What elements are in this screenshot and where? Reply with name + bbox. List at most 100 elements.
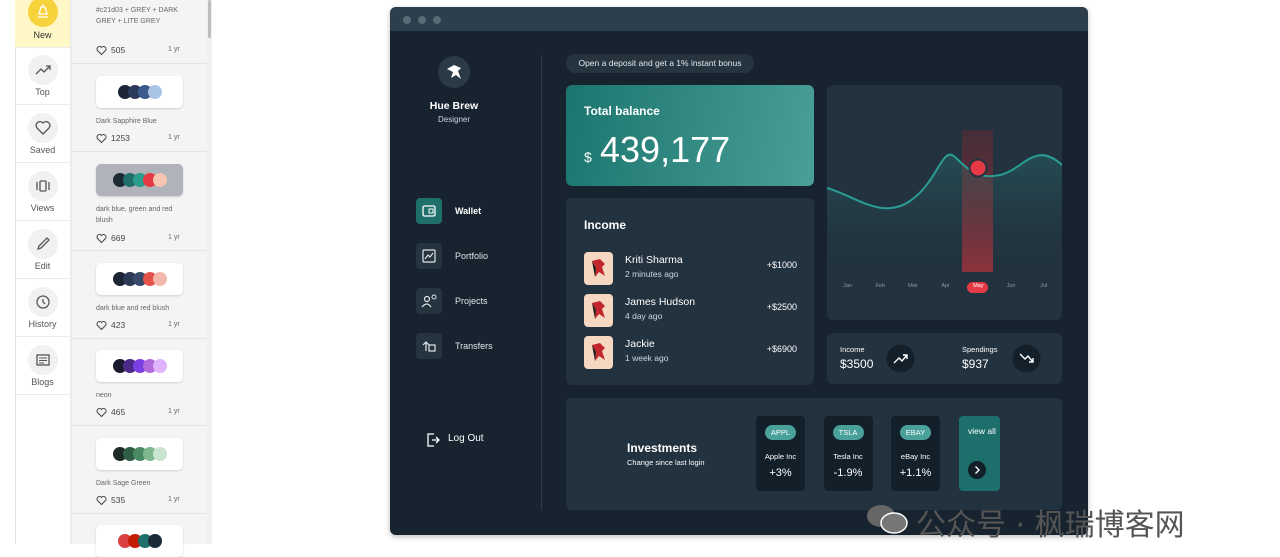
nav-icon [28, 0, 58, 27]
icon-shape [428, 344, 436, 352]
icon-shape [35, 65, 51, 75]
icon-shape [36, 354, 50, 366]
logout-icon[interactable] [425, 432, 441, 448]
palette-swatch[interactable] [96, 263, 183, 295]
nav-item[interactable]: Top [15, 47, 70, 105]
menu-icon[interactable] [416, 198, 442, 224]
like-count: 535 [111, 495, 126, 505]
icon-shape [886, 344, 915, 373]
view-all[interactable]: view all [968, 426, 996, 436]
nav-item[interactable]: Views [15, 163, 70, 221]
icon [36, 237, 50, 251]
icon-shape [1012, 344, 1041, 373]
summary-amount: $3500 [840, 357, 874, 371]
nav-item[interactable]: Blogs [15, 337, 70, 395]
menu-item[interactable]: Projects [455, 296, 488, 306]
menu-icon[interactable] [416, 333, 442, 359]
divider [15, 0, 16, 544]
menu-icon[interactable] [416, 243, 442, 269]
color-dot [147, 85, 162, 99]
screen: New Top Saved Views Edit History Blogs #c21d03… [15, 0, 1185, 548]
window-dot[interactable] [433, 16, 441, 24]
transfers-icon [422, 341, 436, 352]
logo-shape [447, 65, 461, 79]
title-bar [390, 7, 1088, 31]
heart-icon [96, 321, 107, 331]
avatar-icon [592, 343, 605, 361]
nav-label[interactable]: Edit [34, 261, 51, 271]
separator [72, 425, 207, 426]
banner[interactable]: Open a deposit and get a 1% instant bonu… [566, 54, 754, 73]
chart-dot[interactable] [968, 158, 988, 178]
avatar [584, 252, 613, 285]
icon-shape [421, 303, 432, 308]
separator [72, 250, 207, 251]
icon-shape [96, 496, 107, 506]
avatar-icon [592, 259, 605, 277]
ticker: TSLA [832, 425, 864, 440]
icon-shape [592, 343, 605, 361]
nav-label[interactable]: Top [35, 87, 50, 97]
color-dot [152, 447, 167, 461]
divider [70, 0, 72, 544]
month-label: Jul [1040, 283, 1048, 289]
nav-item[interactable]: Saved [15, 105, 70, 163]
nav-item[interactable]: Edit [15, 221, 70, 279]
entry-time: 1 week ago [625, 353, 669, 363]
nav-label[interactable]: History [28, 319, 57, 329]
palette-swatch[interactable] [96, 525, 183, 557]
nav-label[interactable]: Blogs [31, 377, 54, 387]
trend-down-icon[interactable] [1012, 344, 1041, 373]
separator [72, 513, 207, 514]
like-count: 1253 [111, 133, 130, 143]
logout[interactable]: Log Out [448, 433, 484, 444]
palette-swatch[interactable] [96, 164, 183, 196]
icon-shape [35, 120, 51, 135]
stock-card[interactable]: EBAY eBay Inc +1.1% [891, 416, 940, 491]
scroll-thumb[interactable] [208, 0, 211, 38]
palette-swatch[interactable] [96, 76, 183, 108]
icon-shape [96, 321, 107, 331]
icon-shape [423, 295, 431, 303]
nav-item[interactable]: History [15, 279, 70, 337]
menu-item[interactable]: Transfers [455, 341, 493, 351]
entry-time: 4 day ago [625, 311, 663, 321]
month-label: Jan [843, 283, 852, 289]
icon-shape [36, 182, 50, 190]
stock-card[interactable]: TSLA Tesla Inc -1.9% [823, 416, 873, 491]
icon-shape [592, 303, 596, 319]
palette-description: Dark Sapphire Blue [96, 118, 157, 125]
month-label: May [973, 283, 984, 289]
arrow-button[interactable] [968, 461, 986, 479]
nav-item[interactable]: New [15, 0, 70, 48]
icon-shape [96, 234, 107, 244]
heart-icon [96, 408, 107, 418]
heart-icon [96, 496, 107, 506]
entry-amount: +$2500 [766, 302, 797, 312]
nav-label[interactable]: New [33, 30, 52, 40]
stock-change: +3% [769, 467, 792, 479]
nav-label[interactable]: Views [30, 203, 55, 213]
palette-age: 1 yr [168, 496, 180, 503]
icon-shape [96, 408, 107, 418]
nav-label[interactable]: Saved [29, 145, 56, 155]
palette-swatch[interactable] [96, 438, 183, 470]
palette-swatch[interactable] [96, 350, 183, 382]
icon-shape [427, 433, 440, 447]
color-dot [152, 173, 167, 187]
window-dot[interactable] [403, 16, 411, 24]
investments-subtitle: Change since last login [627, 458, 705, 467]
menu-item[interactable]: Portfolio [455, 251, 489, 261]
month-label: Jun [1006, 283, 1016, 289]
menu-item[interactable]: Wallet [455, 206, 482, 216]
scrollbar [207, 0, 212, 544]
month-label: Feb [875, 283, 885, 289]
portfolio-icon [422, 249, 436, 263]
color-dot [152, 272, 167, 286]
trend-up-icon[interactable] [886, 344, 915, 373]
stock-card[interactable]: APPL Apple Inc +3% [756, 416, 805, 491]
window-dot[interactable] [418, 16, 426, 24]
menu-icon[interactable] [416, 288, 442, 314]
icon-shape [975, 466, 980, 474]
icon-shape [428, 208, 434, 214]
